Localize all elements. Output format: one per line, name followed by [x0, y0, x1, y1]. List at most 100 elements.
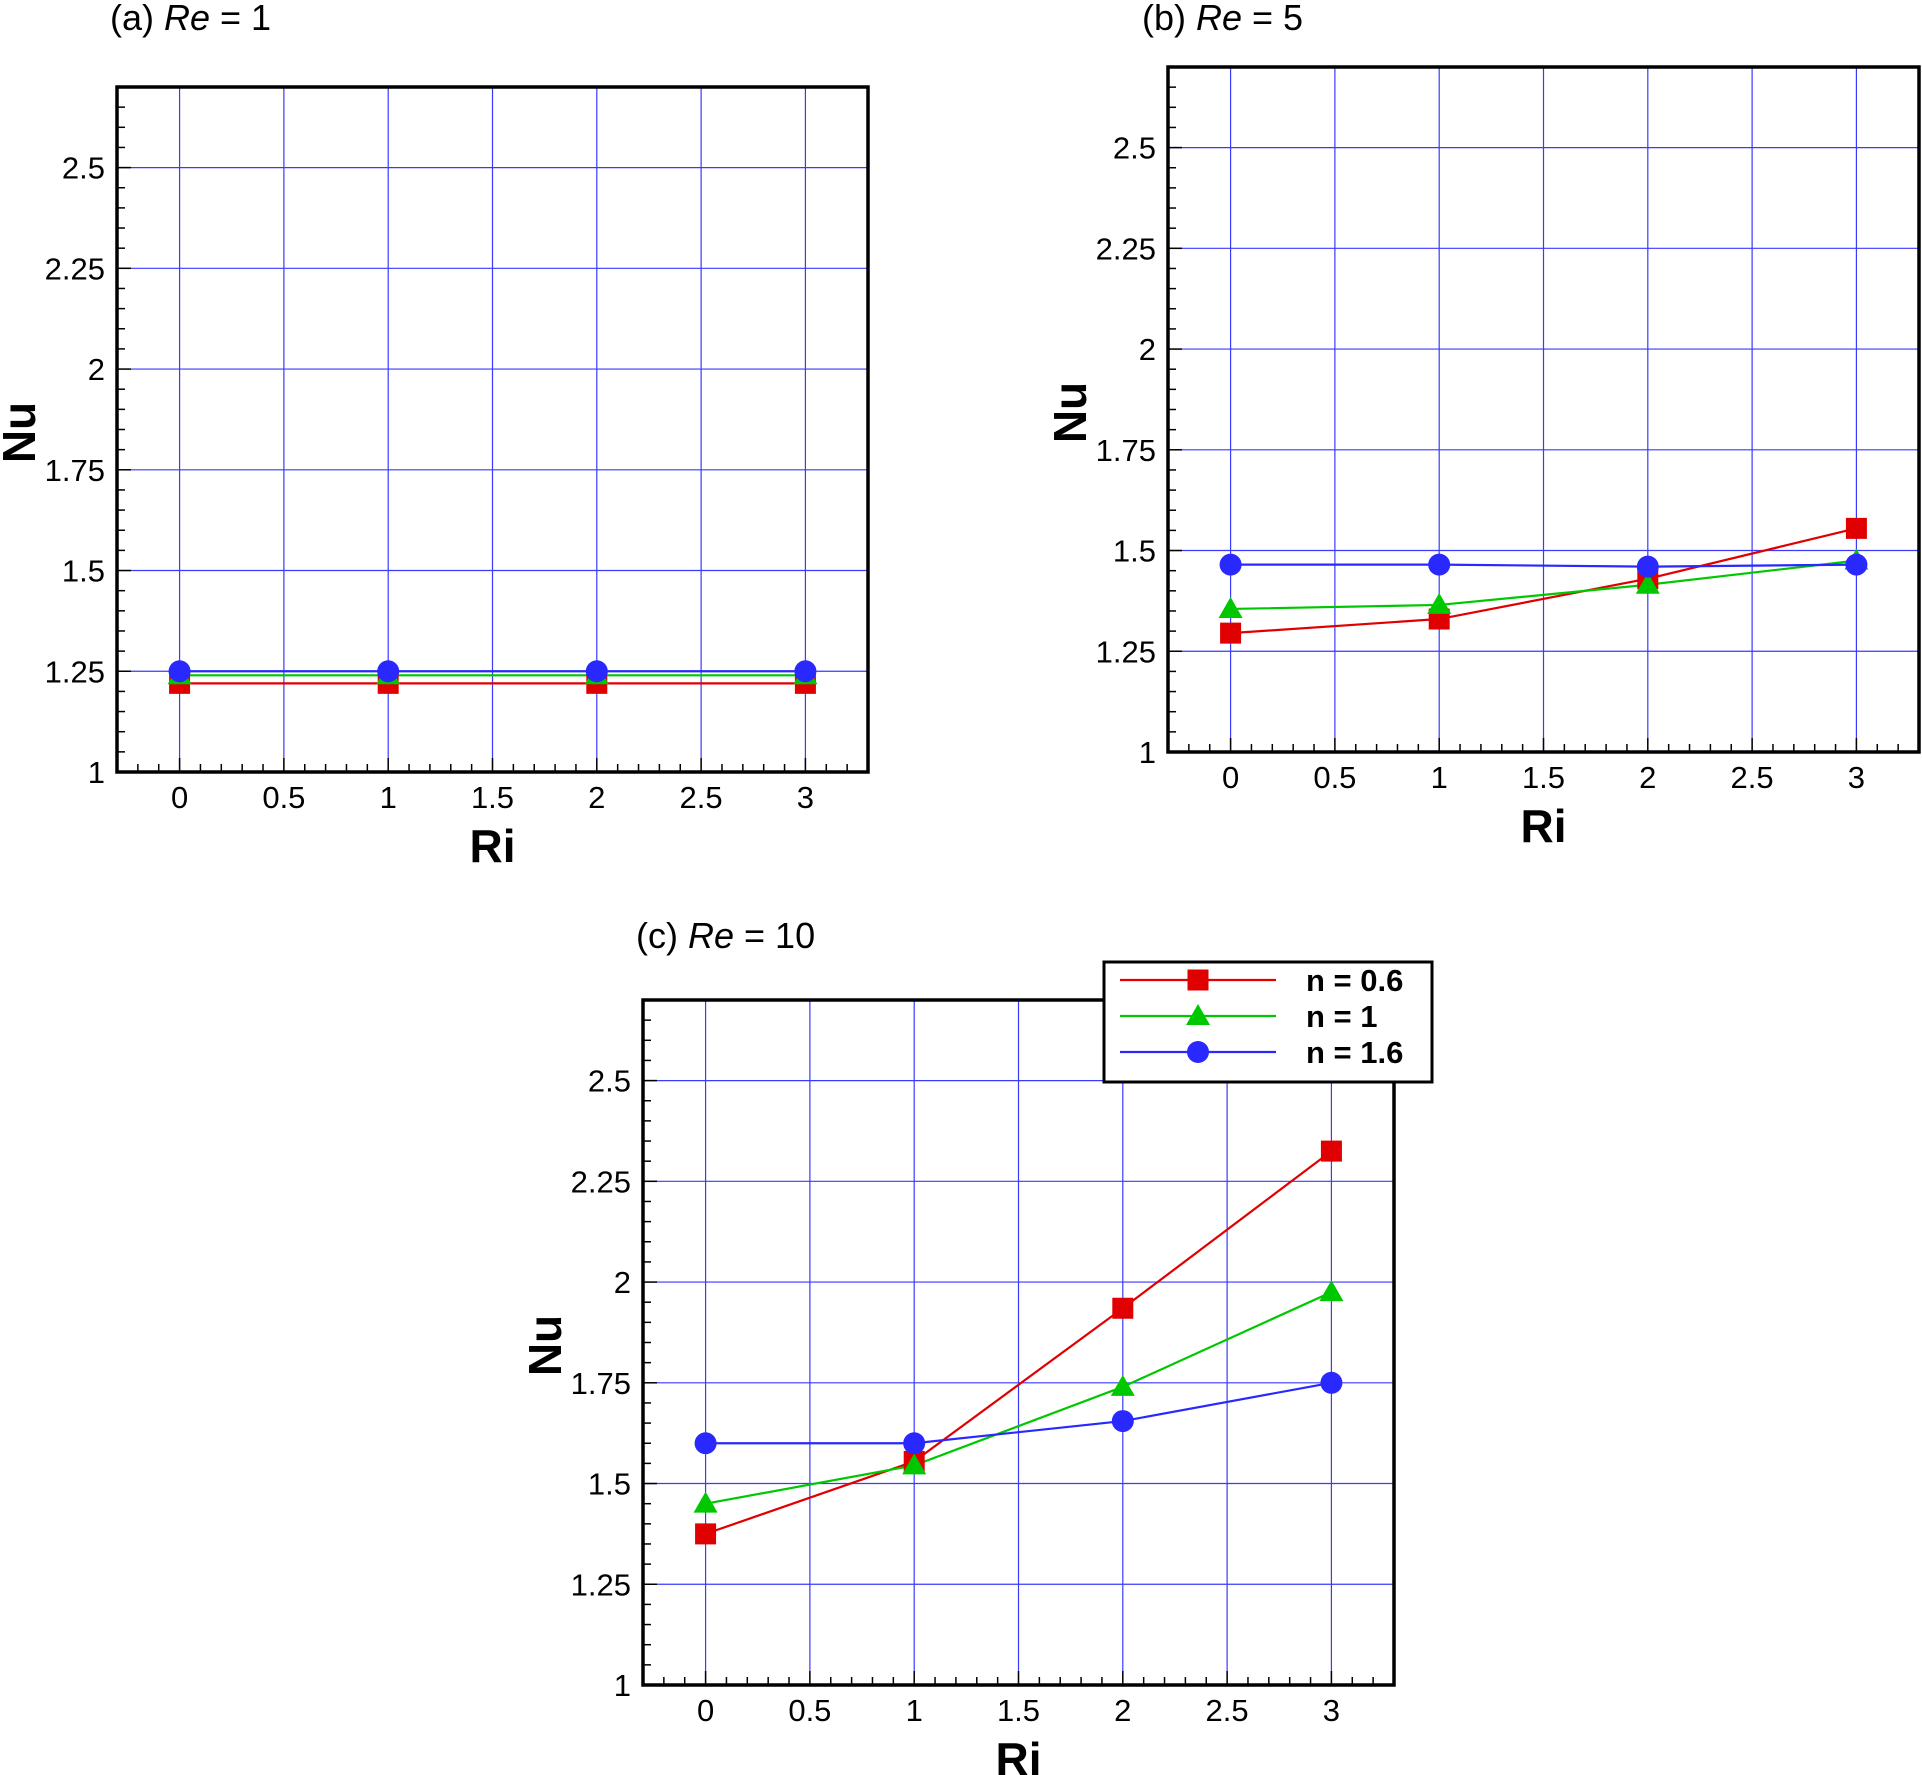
legend-marker-triangle	[1186, 1004, 1210, 1025]
chart-panel-3: (c) Re = 10 0 0.5 1 1.5 2 2.5 3 1 1.25 1.5 1.75 2 2.2…	[519, 915, 1434, 1775]
x-tick-label: 2.5	[1731, 760, 1774, 795]
data-point-circle	[794, 660, 817, 683]
x-tick-label: 1.5	[471, 780, 514, 815]
series-line	[1230, 527, 1857, 635]
y-tick-label: 2.25	[1096, 231, 1156, 266]
x-tick-label: 1	[906, 1693, 923, 1728]
legend-label: n = 0.6	[1306, 963, 1403, 998]
y-tick-label: 2	[614, 1265, 631, 1300]
y-tick-label: 2.5	[62, 151, 105, 186]
data-point-circle	[1111, 1410, 1134, 1433]
caption-prefix: (c)	[636, 915, 688, 956]
series-line	[705, 1150, 1333, 1535]
panel-caption: (a) Re = 1	[110, 0, 271, 38]
x-tick-label: 2.5	[680, 780, 723, 815]
data-point-circle	[168, 660, 191, 683]
data-point-circle	[1320, 1371, 1343, 1394]
data-point-triangle	[1427, 592, 1452, 614]
legend-label: n = 1	[1306, 999, 1378, 1034]
series-circle	[1230, 563, 1857, 568]
x-tick-label: 0.5	[788, 1693, 831, 1728]
x-axis-label: Ri	[470, 820, 516, 872]
chart-panel-2: (b) Re = 5 0 0.5 1 1.5 2 2.5 3 1 1.25 1.5 1.75 2 2.25…	[1044, 0, 1921, 852]
legend-marker-square	[1187, 969, 1209, 991]
series-line	[1230, 559, 1857, 611]
x-tick-label: 3	[1323, 1693, 1340, 1728]
x-tick-label: 1	[1431, 760, 1448, 795]
series-triangle	[1230, 559, 1857, 611]
y-tick-label: 2.25	[45, 251, 105, 286]
chart-panel-1: (a) Re = 1 0 0.5 1 1.5 2 2.5 3 1 1.25 1.5 1.75 2 2.25…	[0, 0, 870, 872]
caption-suffix: = 10	[734, 915, 815, 956]
x-axis-label: Ri	[1521, 800, 1567, 852]
data-point-circle	[1219, 553, 1242, 576]
caption-italic: Re	[164, 0, 210, 38]
series-line	[705, 1291, 1332, 1505]
x-tick-label: 2	[588, 780, 605, 815]
y-tick-label: 1.75	[45, 453, 105, 488]
data-point-circle	[585, 660, 608, 683]
y-tick-label: 2	[88, 352, 105, 387]
y-tick-label: 1	[88, 755, 105, 790]
data-point-circle	[1428, 553, 1451, 576]
caption-italic: Re	[1196, 0, 1242, 38]
data-point-square	[1112, 1297, 1134, 1319]
y-tick-label: 1.75	[571, 1366, 631, 1401]
y-axis-label: Nu	[1044, 382, 1096, 443]
x-tick-label: 2.5	[1206, 1693, 1249, 1728]
y-axis-label: Nu	[0, 402, 45, 463]
y-tick-label: 1	[614, 1668, 631, 1703]
caption-prefix: (a)	[110, 0, 164, 38]
caption-suffix: = 1	[210, 0, 271, 38]
legend: n = 0.6n = 1n = 1.6	[1102, 960, 1434, 1084]
y-tick-label: 2.5	[1113, 131, 1156, 166]
caption-prefix: (b)	[1142, 0, 1196, 38]
x-tick-label: 0.5	[1313, 760, 1356, 795]
x-tick-label: 1	[380, 780, 397, 815]
legend-box	[1102, 960, 1434, 1084]
y-tick-label: 2.25	[571, 1164, 631, 1199]
legend-label: n = 1.6	[1306, 1035, 1403, 1070]
data-point-square	[1845, 517, 1867, 539]
plot-frame	[1166, 65, 1921, 754]
data-point-triangle	[1110, 1374, 1135, 1396]
x-tick-label: 0	[171, 780, 188, 815]
series-circle	[705, 1381, 1332, 1445]
series-square	[705, 1150, 1333, 1535]
data-point-square	[1220, 622, 1242, 644]
x-tick-label: 2	[1114, 1693, 1131, 1728]
x-tick-label: 3	[797, 780, 814, 815]
x-tick-label: 0	[697, 1693, 714, 1728]
data-point-triangle	[693, 1491, 718, 1513]
series-line	[705, 1381, 1332, 1445]
data-point-circle	[1636, 555, 1659, 578]
legend-marker-circle	[1187, 1041, 1209, 1063]
data-point-circle	[694, 1432, 717, 1455]
y-tick-label: 1.5	[588, 1467, 631, 1502]
x-tick-label: 0.5	[262, 780, 305, 815]
data-point-square	[695, 1523, 717, 1545]
y-tick-label: 1.25	[45, 654, 105, 689]
panel-caption: (c) Re = 10	[636, 915, 815, 956]
y-tick-label: 1.5	[62, 554, 105, 589]
x-tick-label: 3	[1848, 760, 1865, 795]
data-point-triangle	[1319, 1280, 1344, 1302]
y-axis-label: Nu	[519, 1315, 571, 1376]
caption-italic: Re	[688, 915, 734, 956]
y-tick-label: 1.5	[1113, 534, 1156, 569]
x-axis-label: Ri	[996, 1733, 1042, 1775]
y-tick-label: 1.25	[571, 1567, 631, 1602]
x-tick-label: 2	[1639, 760, 1656, 795]
plot-frame	[641, 998, 1396, 1687]
data-point-circle	[1845, 553, 1868, 576]
data-point-triangle	[1218, 596, 1243, 618]
panel-caption: (b) Re = 5	[1142, 0, 1303, 38]
y-tick-label: 2	[1139, 332, 1156, 367]
y-tick-label: 1.75	[1096, 433, 1156, 468]
series-square	[1230, 527, 1857, 635]
y-tick-label: 1	[1139, 735, 1156, 770]
series-line	[1230, 563, 1857, 568]
caption-suffix: = 5	[1242, 0, 1303, 38]
x-tick-label: 1.5	[997, 1693, 1040, 1728]
